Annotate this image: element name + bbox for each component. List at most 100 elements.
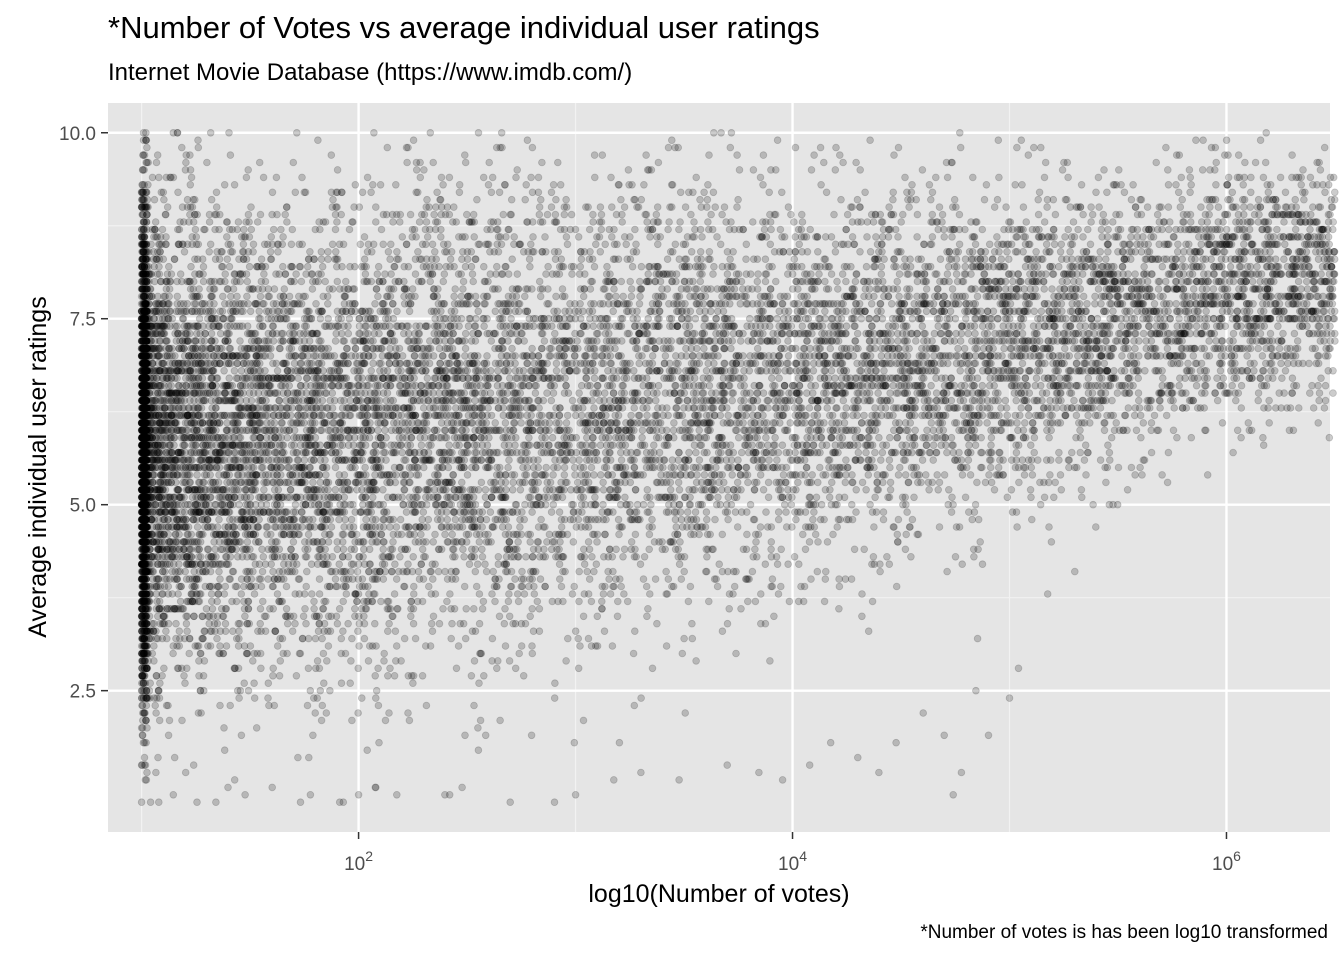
data-point xyxy=(665,218,673,226)
data-point xyxy=(383,597,392,606)
data-point xyxy=(264,575,272,583)
data-point xyxy=(502,233,510,241)
data-point xyxy=(886,463,894,472)
data-point xyxy=(1315,396,1323,405)
data-point xyxy=(723,619,732,628)
data-point xyxy=(981,478,990,487)
data-point xyxy=(228,523,237,531)
data-point xyxy=(523,136,532,145)
data-point xyxy=(219,292,227,301)
data-point xyxy=(1037,233,1046,241)
data-point xyxy=(379,545,388,554)
data-point xyxy=(810,508,818,516)
data-point xyxy=(560,463,569,472)
data-point xyxy=(644,604,652,613)
data-point xyxy=(1224,173,1233,182)
data-point xyxy=(675,225,683,234)
data-point xyxy=(863,218,872,226)
data-point xyxy=(380,538,388,546)
data-point xyxy=(501,642,510,650)
data-point xyxy=(243,292,251,301)
data-point xyxy=(680,567,688,576)
data-point xyxy=(1077,485,1086,494)
data-point xyxy=(330,352,339,360)
data-point xyxy=(1033,329,1041,338)
data-point xyxy=(813,478,822,487)
data-point xyxy=(404,366,413,375)
data-point xyxy=(1042,240,1051,249)
data-point xyxy=(948,233,956,241)
data-point xyxy=(409,590,418,598)
data-point xyxy=(468,627,477,635)
data-point xyxy=(622,240,630,249)
data-point xyxy=(1068,448,1076,457)
data-point xyxy=(422,701,431,710)
data-point xyxy=(1158,366,1166,375)
data-point xyxy=(784,203,793,211)
data-point xyxy=(513,590,522,598)
data-point xyxy=(801,545,810,554)
data-point xyxy=(630,701,639,710)
data-point xyxy=(1279,329,1287,338)
data-point xyxy=(1222,136,1231,145)
data-point xyxy=(985,240,994,249)
data-point xyxy=(956,337,965,345)
data-point xyxy=(765,188,773,197)
data-point xyxy=(199,262,208,271)
data-point xyxy=(1201,426,1209,435)
data-point xyxy=(957,456,966,464)
data-point xyxy=(968,233,977,241)
data-point xyxy=(610,478,619,487)
data-point xyxy=(319,604,328,613)
data-point xyxy=(806,344,814,353)
data-point xyxy=(1321,396,1330,405)
data-point xyxy=(681,203,690,211)
data-point xyxy=(857,314,866,323)
data-point xyxy=(811,396,820,405)
data-point xyxy=(863,233,871,241)
data-point xyxy=(684,597,693,606)
data-point xyxy=(1040,285,1048,293)
data-point xyxy=(415,329,424,338)
data-point xyxy=(901,545,910,554)
data-point xyxy=(597,225,606,234)
data-point xyxy=(358,374,367,383)
data-point xyxy=(675,560,684,568)
data-point xyxy=(770,612,778,621)
data-point xyxy=(759,389,768,397)
data-point xyxy=(221,627,230,635)
data-point xyxy=(277,463,285,472)
data-point xyxy=(928,188,937,197)
data-point xyxy=(494,552,503,561)
data-point xyxy=(1134,374,1142,383)
data-point xyxy=(815,270,823,278)
data-point xyxy=(225,262,234,271)
data-point xyxy=(713,233,721,241)
data-point xyxy=(347,515,356,524)
data-point xyxy=(322,478,331,487)
data-point xyxy=(1004,255,1013,264)
data-point xyxy=(250,590,259,598)
data-point xyxy=(1240,240,1248,249)
data-point xyxy=(200,508,209,516)
data-point xyxy=(681,322,690,331)
data-point xyxy=(519,366,528,375)
data-point xyxy=(536,575,545,583)
data-point xyxy=(221,582,230,591)
data-point xyxy=(319,679,328,687)
data-point xyxy=(741,575,750,583)
data-point xyxy=(870,523,878,531)
data-point xyxy=(928,210,937,219)
data-point xyxy=(685,322,694,331)
data-point xyxy=(733,478,742,487)
data-point xyxy=(792,515,800,524)
data-point xyxy=(357,604,366,613)
data-point xyxy=(865,314,873,323)
data-point xyxy=(522,471,531,479)
data-point xyxy=(880,285,889,293)
data-point xyxy=(973,478,981,487)
data-point xyxy=(629,396,637,405)
data-point xyxy=(1286,344,1295,353)
data-point xyxy=(888,314,897,323)
data-point xyxy=(1091,381,1100,390)
